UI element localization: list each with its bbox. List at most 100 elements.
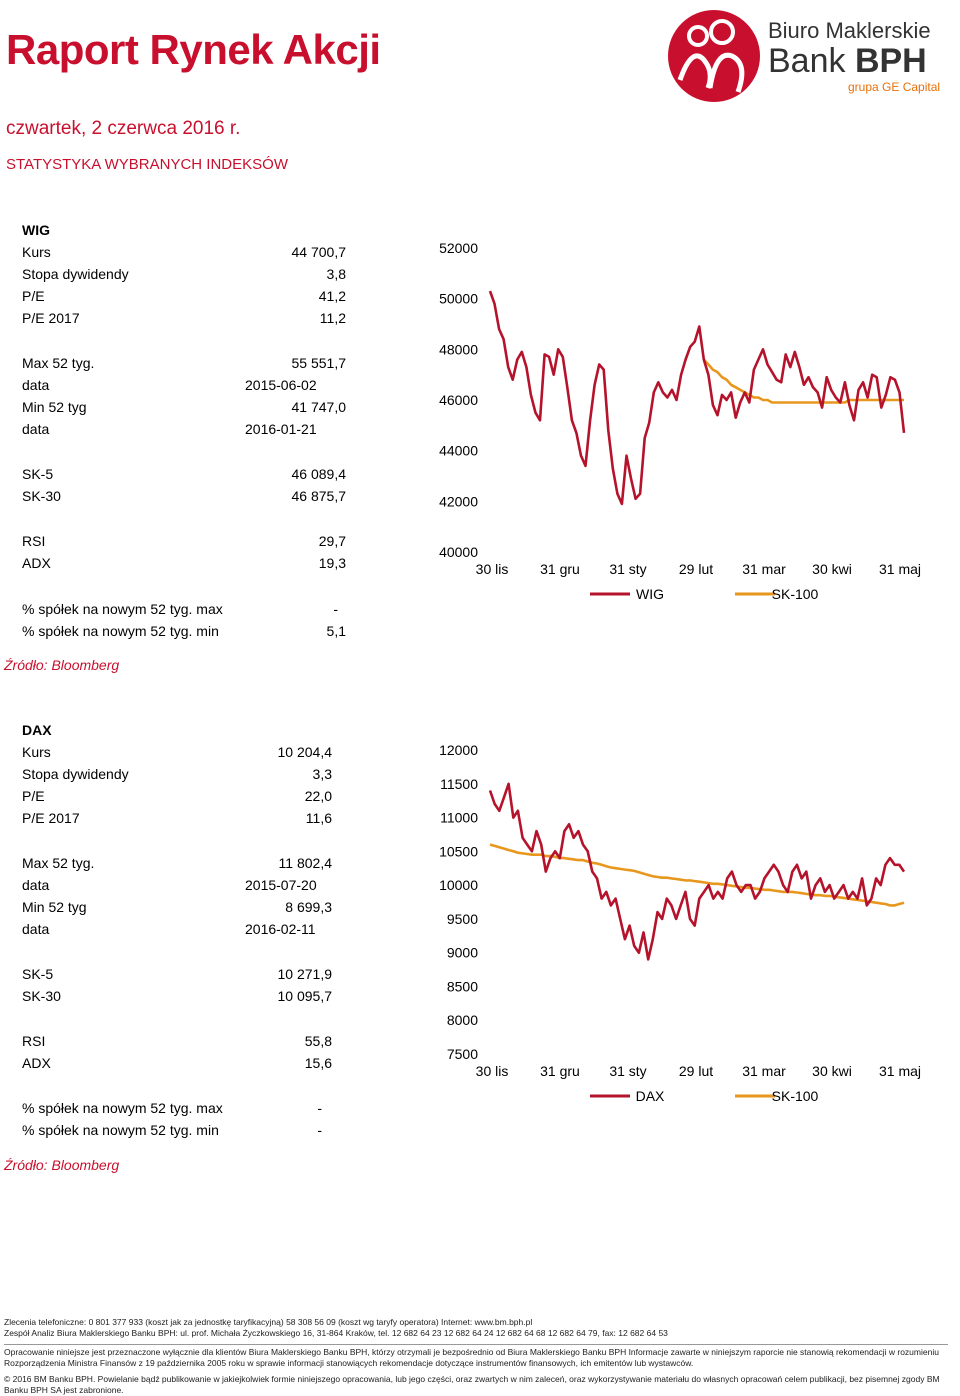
dax-row-label: data xyxy=(22,877,50,893)
dax-row-label: P/E xyxy=(22,788,45,804)
wig-row-label: data xyxy=(22,421,50,437)
dax-row-value: - xyxy=(317,1100,322,1116)
dax-row-label: SK-5 xyxy=(22,966,54,982)
wig-row-label: SK-30 xyxy=(22,488,61,504)
dax-x-tick-label: 31 maj xyxy=(879,1063,921,1079)
footer-copyright-1: © 2016 BM Banku BPH. Powielanie bądź pub… xyxy=(4,1374,940,1384)
wig-row-value: 46 089,4 xyxy=(291,466,347,482)
dax-legend-label: SK-100 xyxy=(772,1088,819,1104)
dax-y-tick-label: 9500 xyxy=(447,911,478,927)
bank-logo xyxy=(658,2,948,112)
wig-row-value: 55 551,7 xyxy=(291,355,347,371)
logo-bank-word: Bank xyxy=(768,42,855,80)
logo-line-3: grupa GE Capital xyxy=(848,80,941,94)
wig-row-label: SK-5 xyxy=(22,466,54,482)
wig-row-value: 2015-06-02 xyxy=(245,377,317,393)
wig-y-tick-label: 52000 xyxy=(439,240,478,256)
wig-stats-table: WIG Kurs 44 700,7 Stopa dywidendy 3,8 P/… xyxy=(0,0,400,680)
dax-row-value: 2016-02-11 xyxy=(245,921,316,937)
dax-index-name: DAX xyxy=(22,722,52,738)
wig-row-value: 5,1 xyxy=(326,623,346,639)
footer-divider xyxy=(4,1344,948,1345)
dax-row-value: 22,0 xyxy=(304,788,332,804)
dax-stats-table: DAX Kurs 10 204,4 Stopa dywidendy 3,3 P/… xyxy=(0,0,400,1160)
wig-x-tick-label: 31 maj xyxy=(879,561,921,577)
logo-mark-icon xyxy=(668,10,760,102)
wig-row-label: data xyxy=(22,377,50,393)
wig-row-value: 11,2 xyxy=(319,310,346,326)
wig-x-tick-label: 31 mar xyxy=(742,561,786,577)
wig-y-tick-label: 48000 xyxy=(439,341,478,357)
wig-x-tick-label: 31 sty xyxy=(609,561,646,577)
dax-x-tick-label: 31 gru xyxy=(540,1063,580,1079)
dax-row-label: RSI xyxy=(22,1033,46,1049)
logo-line-2: Bank BPH xyxy=(768,42,927,81)
dax-y-tick-label: 12000 xyxy=(439,742,478,758)
wig-series-line-sk-100 xyxy=(702,358,904,404)
wig-row-label: RSI xyxy=(22,533,46,549)
dax-row-value: 55,8 xyxy=(304,1033,332,1049)
dax-source-note: Źródło: Bloomberg xyxy=(4,1157,120,1173)
wig-index-name: WIG xyxy=(22,222,50,238)
wig-row-label: Kurs xyxy=(22,244,51,260)
logo-line-1: Biuro Maklerskie xyxy=(768,18,931,43)
dax-row-label: Min 52 tyg xyxy=(22,899,87,915)
wig-row-value: 41 747,0 xyxy=(291,399,347,415)
wig-y-tick-label: 44000 xyxy=(439,443,478,459)
dax-x-tick-label: 31 mar xyxy=(742,1063,786,1079)
wig-row-value: 19,3 xyxy=(318,555,346,571)
dax-row-label: Max 52 tyg. xyxy=(22,855,95,871)
logo-bph-word: BPH xyxy=(854,42,927,80)
wig-row-value: 46 875,7 xyxy=(291,488,347,504)
wig-x-tick-label: 30 kwi xyxy=(812,561,852,577)
footer-team-address: Zespół Analiz Biura Maklerskiego Banku B… xyxy=(4,1328,668,1338)
dax-series-line-dax xyxy=(488,782,906,961)
wig-y-tick-label: 42000 xyxy=(439,493,478,509)
wig-y-tick-label: 46000 xyxy=(439,392,478,408)
dax-row-label: P/E 2017 xyxy=(22,810,80,826)
wig-x-tick-label: 29 lut xyxy=(679,561,713,577)
dax-row-label: % spółek na nowym 52 tyg. max xyxy=(22,1100,223,1116)
dax-y-tick-label: 8500 xyxy=(447,978,478,994)
dax-row-value: 10 095,7 xyxy=(277,988,333,1004)
dax-row-label: data xyxy=(22,921,50,937)
section-heading: STATYSTYKA WYBRANYCH INDEKSÓW xyxy=(6,156,288,173)
dax-row-value: 11 802,4 xyxy=(278,855,332,871)
wig-source-note: Źródło: Bloomberg xyxy=(4,657,120,673)
wig-y-tick-label: 50000 xyxy=(439,291,478,307)
dax-x-tick-label: 31 sty xyxy=(609,1063,646,1079)
wig-row-label: Max 52 tyg. xyxy=(22,355,95,371)
dax-row-label: SK-30 xyxy=(22,988,61,1004)
wig-row-label: P/E xyxy=(22,288,45,304)
wig-row-value: - xyxy=(333,601,338,617)
wig-row-label: Min 52 tyg xyxy=(22,399,87,415)
dax-row-label: ADX xyxy=(22,1055,51,1071)
dax-y-tick-label: 7500 xyxy=(447,1046,478,1062)
dax-y-tick-label: 10500 xyxy=(439,843,478,859)
dax-row-value: - xyxy=(317,1122,322,1138)
wig-row-label: Stopa dywidendy xyxy=(22,266,129,282)
dax-row-value: 10 271,9 xyxy=(277,966,333,982)
dax-y-tick-label: 8000 xyxy=(447,1012,478,1028)
dax-row-value: 8 699,3 xyxy=(285,899,332,915)
dax-legend-label: DAX xyxy=(636,1088,665,1104)
wig-x-tick-label: 30 lis xyxy=(476,561,509,577)
report-date: czwartek, 2 czerwca 2016 r. xyxy=(6,118,241,139)
wig-y-tick-label: 40000 xyxy=(439,544,478,560)
dax-row-value: 2015-07-20 xyxy=(245,877,317,893)
dax-y-tick-label: 11000 xyxy=(440,810,478,826)
dax-row-value: 11,6 xyxy=(305,810,332,826)
footer-disclaimer-2: Rozporządzenia Ministra Finansów z 19 pa… xyxy=(4,1358,694,1368)
dax-chart: 12000 11500 11000 10500 10000 9500 9000 8500 800… xyxy=(439,742,921,1104)
footer-disclaimer-1: Opracowanie niniejsze jest przeznaczone … xyxy=(4,1347,939,1357)
wig-row-value: 41,2 xyxy=(318,288,346,304)
dax-x-tick-label: 30 kwi xyxy=(812,1063,852,1079)
dax-y-tick-label: 11500 xyxy=(440,776,478,792)
wig-row-value: 2016-01-21 xyxy=(245,421,317,437)
dax-row-value: 15,6 xyxy=(304,1055,332,1071)
wig-row-value: 44 700,7 xyxy=(291,244,347,260)
wig-legend-label: SK-100 xyxy=(772,586,819,602)
dax-y-tick-label: 10000 xyxy=(439,877,478,893)
dax-y-tick-label: 9000 xyxy=(447,945,478,961)
wig-legend-label: WIG xyxy=(636,586,664,602)
